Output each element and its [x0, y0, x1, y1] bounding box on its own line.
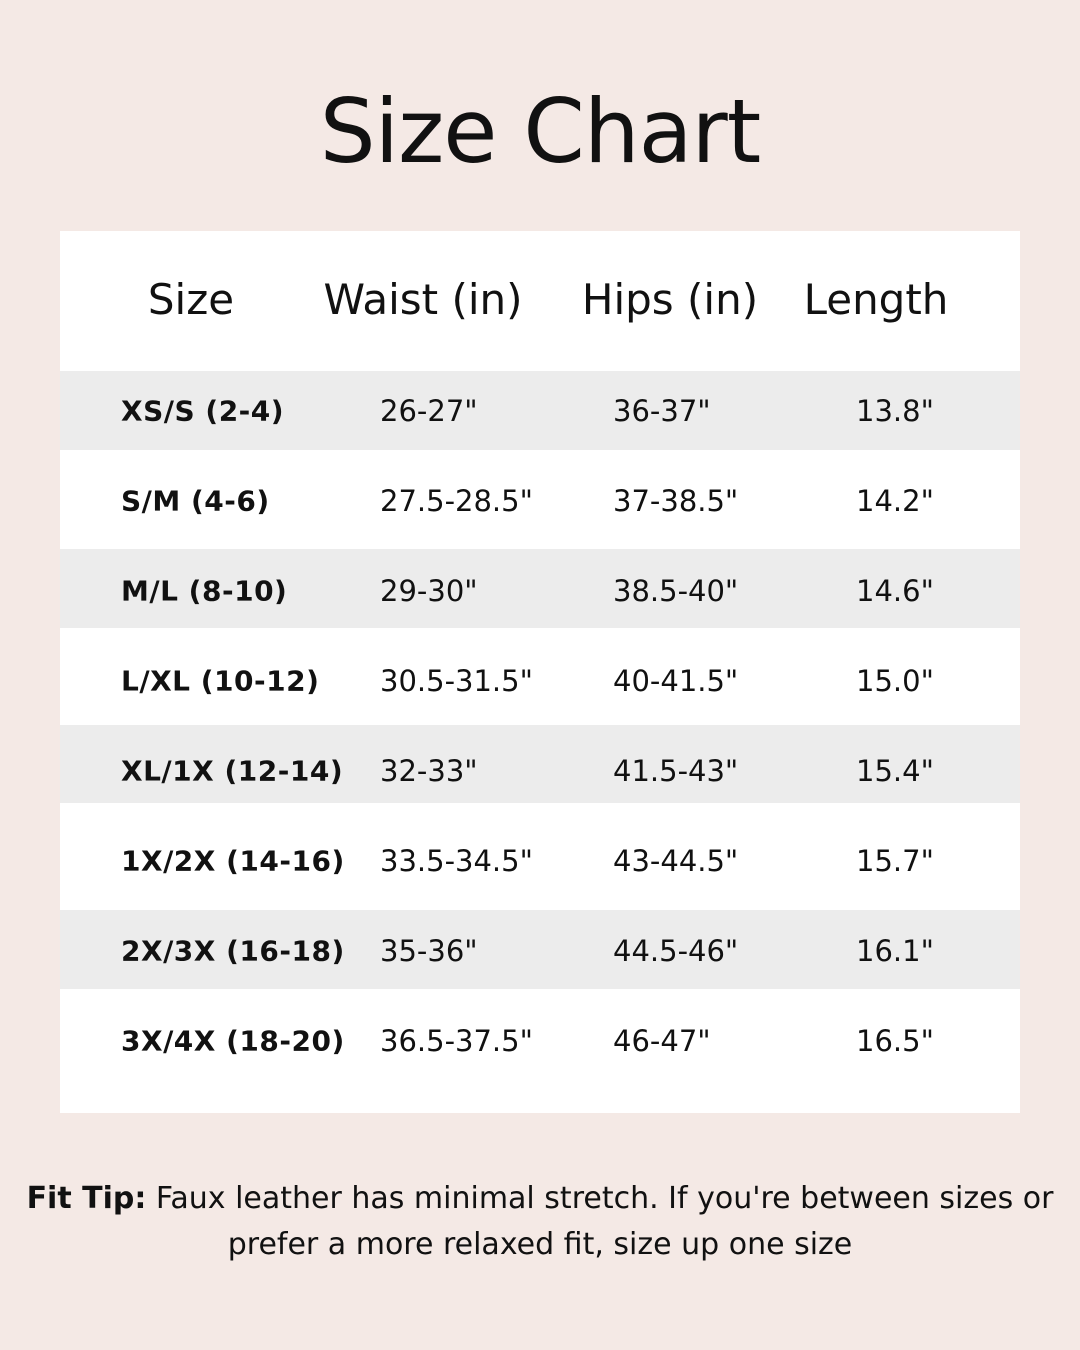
cell-hips: 41.5-43"	[613, 754, 739, 788]
size-table: Size Waist (in) Hips (in) Length XS/S (2…	[60, 231, 1020, 1113]
cell-hips: 37-38.5"	[613, 484, 739, 518]
cell-waist: 35-36"	[380, 934, 478, 968]
cell-size: 1X/2X (14-16)	[121, 844, 345, 878]
fit-tip-label: Fit Tip:	[26, 1181, 147, 1216]
cell-size: S/M (4-6)	[121, 484, 270, 518]
header-waist: Waist (in)	[323, 275, 523, 324]
header-size: Size	[147, 275, 235, 324]
cell-size: XS/S (2-4)	[121, 394, 285, 428]
row-stripe	[60, 725, 1020, 803]
cell-length: 15.7"	[856, 844, 934, 878]
cell-size: M/L (8-10)	[121, 574, 288, 608]
cell-size: L/XL (10-12)	[121, 664, 320, 698]
cell-length: 15.4"	[856, 754, 934, 788]
cell-hips: 44.5-46"	[613, 934, 739, 968]
row-stripe	[60, 371, 1020, 450]
header-length: Length	[803, 275, 949, 324]
cell-waist: 32-33"	[380, 754, 478, 788]
cell-length: 16.5"	[856, 1024, 934, 1058]
cell-size: 2X/3X (16-18)	[121, 934, 345, 968]
cell-hips: 46-47"	[613, 1024, 711, 1058]
cell-length: 14.2"	[856, 484, 934, 518]
fit-tip-text: Faux leather has minimal stretch. If you…	[146, 1181, 1054, 1262]
fit-tip: Fit Tip: Faux leather has minimal stretc…	[0, 1176, 1080, 1268]
cell-waist: 36.5-37.5"	[380, 1024, 533, 1058]
row-stripe	[60, 549, 1020, 628]
cell-waist: 27.5-28.5"	[380, 484, 533, 518]
cell-length: 15.0"	[856, 664, 934, 698]
cell-length: 14.6"	[856, 574, 934, 608]
cell-hips: 38.5-40"	[613, 574, 739, 608]
cell-waist: 30.5-31.5"	[380, 664, 533, 698]
cell-length: 16.1"	[856, 934, 934, 968]
row-stripe	[60, 910, 1020, 989]
cell-waist: 33.5-34.5"	[380, 844, 533, 878]
cell-hips: 40-41.5"	[613, 664, 739, 698]
page-title: Size Chart	[319, 80, 761, 183]
cell-waist: 29-30"	[380, 574, 478, 608]
header-hips: Hips (in)	[581, 275, 759, 324]
cell-size: 3X/4X (18-20)	[121, 1024, 345, 1058]
cell-hips: 36-37"	[613, 394, 711, 428]
cell-waist: 26-27"	[380, 394, 478, 428]
cell-hips: 43-44.5"	[613, 844, 739, 878]
cell-length: 13.8"	[856, 394, 934, 428]
cell-size: XL/1X (12-14)	[121, 754, 344, 788]
